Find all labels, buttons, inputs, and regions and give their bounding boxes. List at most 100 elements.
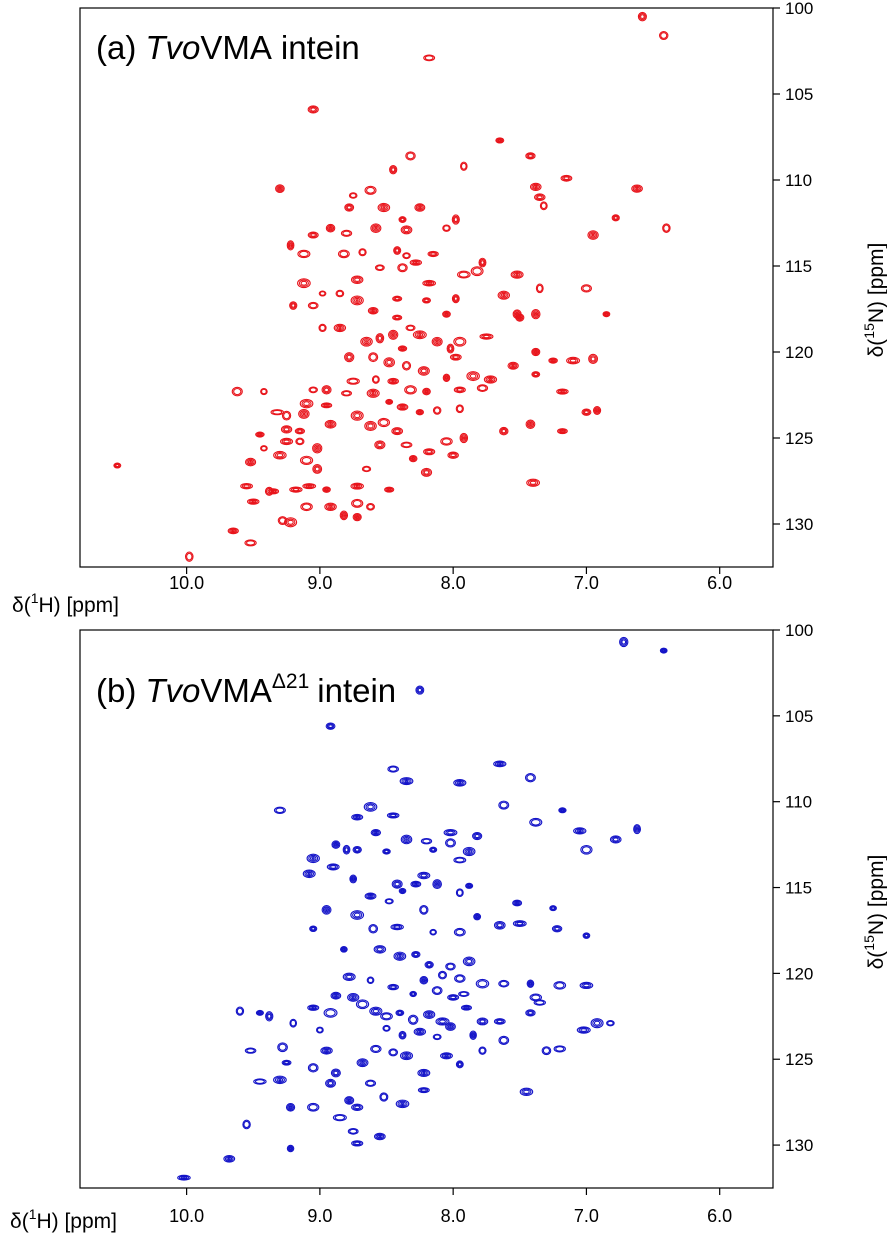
- y-tick-label: 110: [785, 793, 812, 812]
- peak-contour: [399, 1051, 414, 1061]
- peak: [320, 402, 333, 409]
- peak: [335, 289, 345, 298]
- peak-contour: [452, 215, 459, 224]
- peak-contour: [402, 252, 411, 260]
- peak: [560, 174, 573, 182]
- peak: [469, 1030, 477, 1040]
- peak: [387, 377, 399, 385]
- peak-contour: [358, 248, 367, 257]
- peak: [465, 882, 474, 889]
- peak-contour: [456, 405, 463, 413]
- peak-contour: [439, 1019, 446, 1024]
- peak: [580, 284, 592, 293]
- peak: [281, 1059, 292, 1066]
- peak-contour: [321, 905, 332, 915]
- peak: [265, 1011, 274, 1022]
- peak-contour: [275, 807, 285, 814]
- peak-contour: [409, 455, 417, 462]
- peak-contour: [411, 881, 420, 887]
- peak: [308, 386, 318, 394]
- peak-contour: [453, 216, 458, 223]
- peak-contour: [493, 760, 507, 768]
- peak-contour: [478, 257, 487, 268]
- peak: [580, 844, 593, 855]
- peak-contour: [442, 373, 451, 382]
- peak-contour: [307, 301, 319, 310]
- peak: [352, 845, 362, 854]
- peak-contour: [367, 306, 379, 315]
- peak-contour: [352, 1104, 362, 1111]
- peak-contour: [478, 385, 487, 392]
- y-axis-label-prefix: δ(: [865, 951, 887, 970]
- peak: [429, 846, 438, 853]
- peak-contour: [256, 432, 264, 437]
- peak-contour: [583, 410, 589, 415]
- peak: [302, 869, 316, 879]
- peak: [432, 406, 442, 415]
- peak-contour: [455, 888, 464, 898]
- peak: [510, 270, 524, 279]
- peak-contour: [309, 106, 318, 113]
- peak-contour: [391, 427, 404, 436]
- peak: [322, 486, 331, 493]
- peak: [440, 437, 453, 446]
- peak: [478, 1046, 487, 1055]
- peak-contour: [246, 1048, 255, 1054]
- peak: [445, 838, 456, 848]
- peak-contour: [352, 483, 363, 489]
- peak: [267, 488, 280, 495]
- peak-contour: [422, 468, 431, 476]
- peak: [299, 398, 314, 409]
- peak-contour: [325, 908, 328, 912]
- peak-contour: [434, 881, 440, 887]
- peak: [409, 259, 423, 266]
- peak-contour: [282, 426, 291, 433]
- peak: [347, 1127, 359, 1135]
- peak-contour: [414, 882, 418, 886]
- peak-contour: [352, 845, 362, 854]
- peak-contour: [352, 911, 363, 919]
- peak-contour: [301, 503, 312, 511]
- peaks: [177, 636, 668, 1181]
- peak-contour: [340, 511, 348, 520]
- x-axis-label-isotope: 1: [29, 1206, 37, 1222]
- peak-contour: [374, 264, 385, 272]
- peak: [223, 1154, 236, 1163]
- peak-contour: [549, 905, 557, 912]
- peak-contour: [344, 203, 355, 212]
- peak-contour: [415, 1028, 425, 1035]
- peak-contour: [353, 846, 361, 853]
- peak-contour: [393, 315, 402, 320]
- peak-contour: [371, 309, 375, 312]
- peak-contour: [355, 815, 359, 819]
- peak-contour: [414, 331, 426, 339]
- peak-contour: [285, 1103, 296, 1112]
- peak-contour: [444, 375, 449, 380]
- peak-contour: [371, 392, 375, 395]
- peak: [351, 1140, 364, 1147]
- peak: [422, 279, 437, 287]
- peak-contour: [384, 358, 394, 367]
- peak-contour: [267, 488, 280, 495]
- peak-contour: [352, 499, 362, 507]
- peak-contour: [371, 375, 380, 384]
- peak: [459, 432, 469, 444]
- peak: [316, 1026, 324, 1034]
- peak-contour: [338, 326, 342, 330]
- peak: [399, 777, 414, 786]
- peak-contour: [519, 1087, 534, 1097]
- peak-contour: [309, 1064, 318, 1072]
- peak: [344, 1096, 355, 1105]
- peak: [351, 498, 364, 508]
- peak-contour: [480, 260, 485, 266]
- peak-contour: [550, 905, 557, 911]
- title-suffix: intein: [281, 29, 360, 66]
- peak-contour: [609, 835, 622, 844]
- peak: [534, 193, 546, 201]
- peak-contour: [423, 448, 436, 456]
- peak-contour: [316, 1027, 323, 1033]
- peak-contour: [339, 250, 349, 258]
- peak-contour: [389, 1049, 397, 1056]
- peak-contour: [315, 447, 319, 450]
- peak: [582, 932, 591, 939]
